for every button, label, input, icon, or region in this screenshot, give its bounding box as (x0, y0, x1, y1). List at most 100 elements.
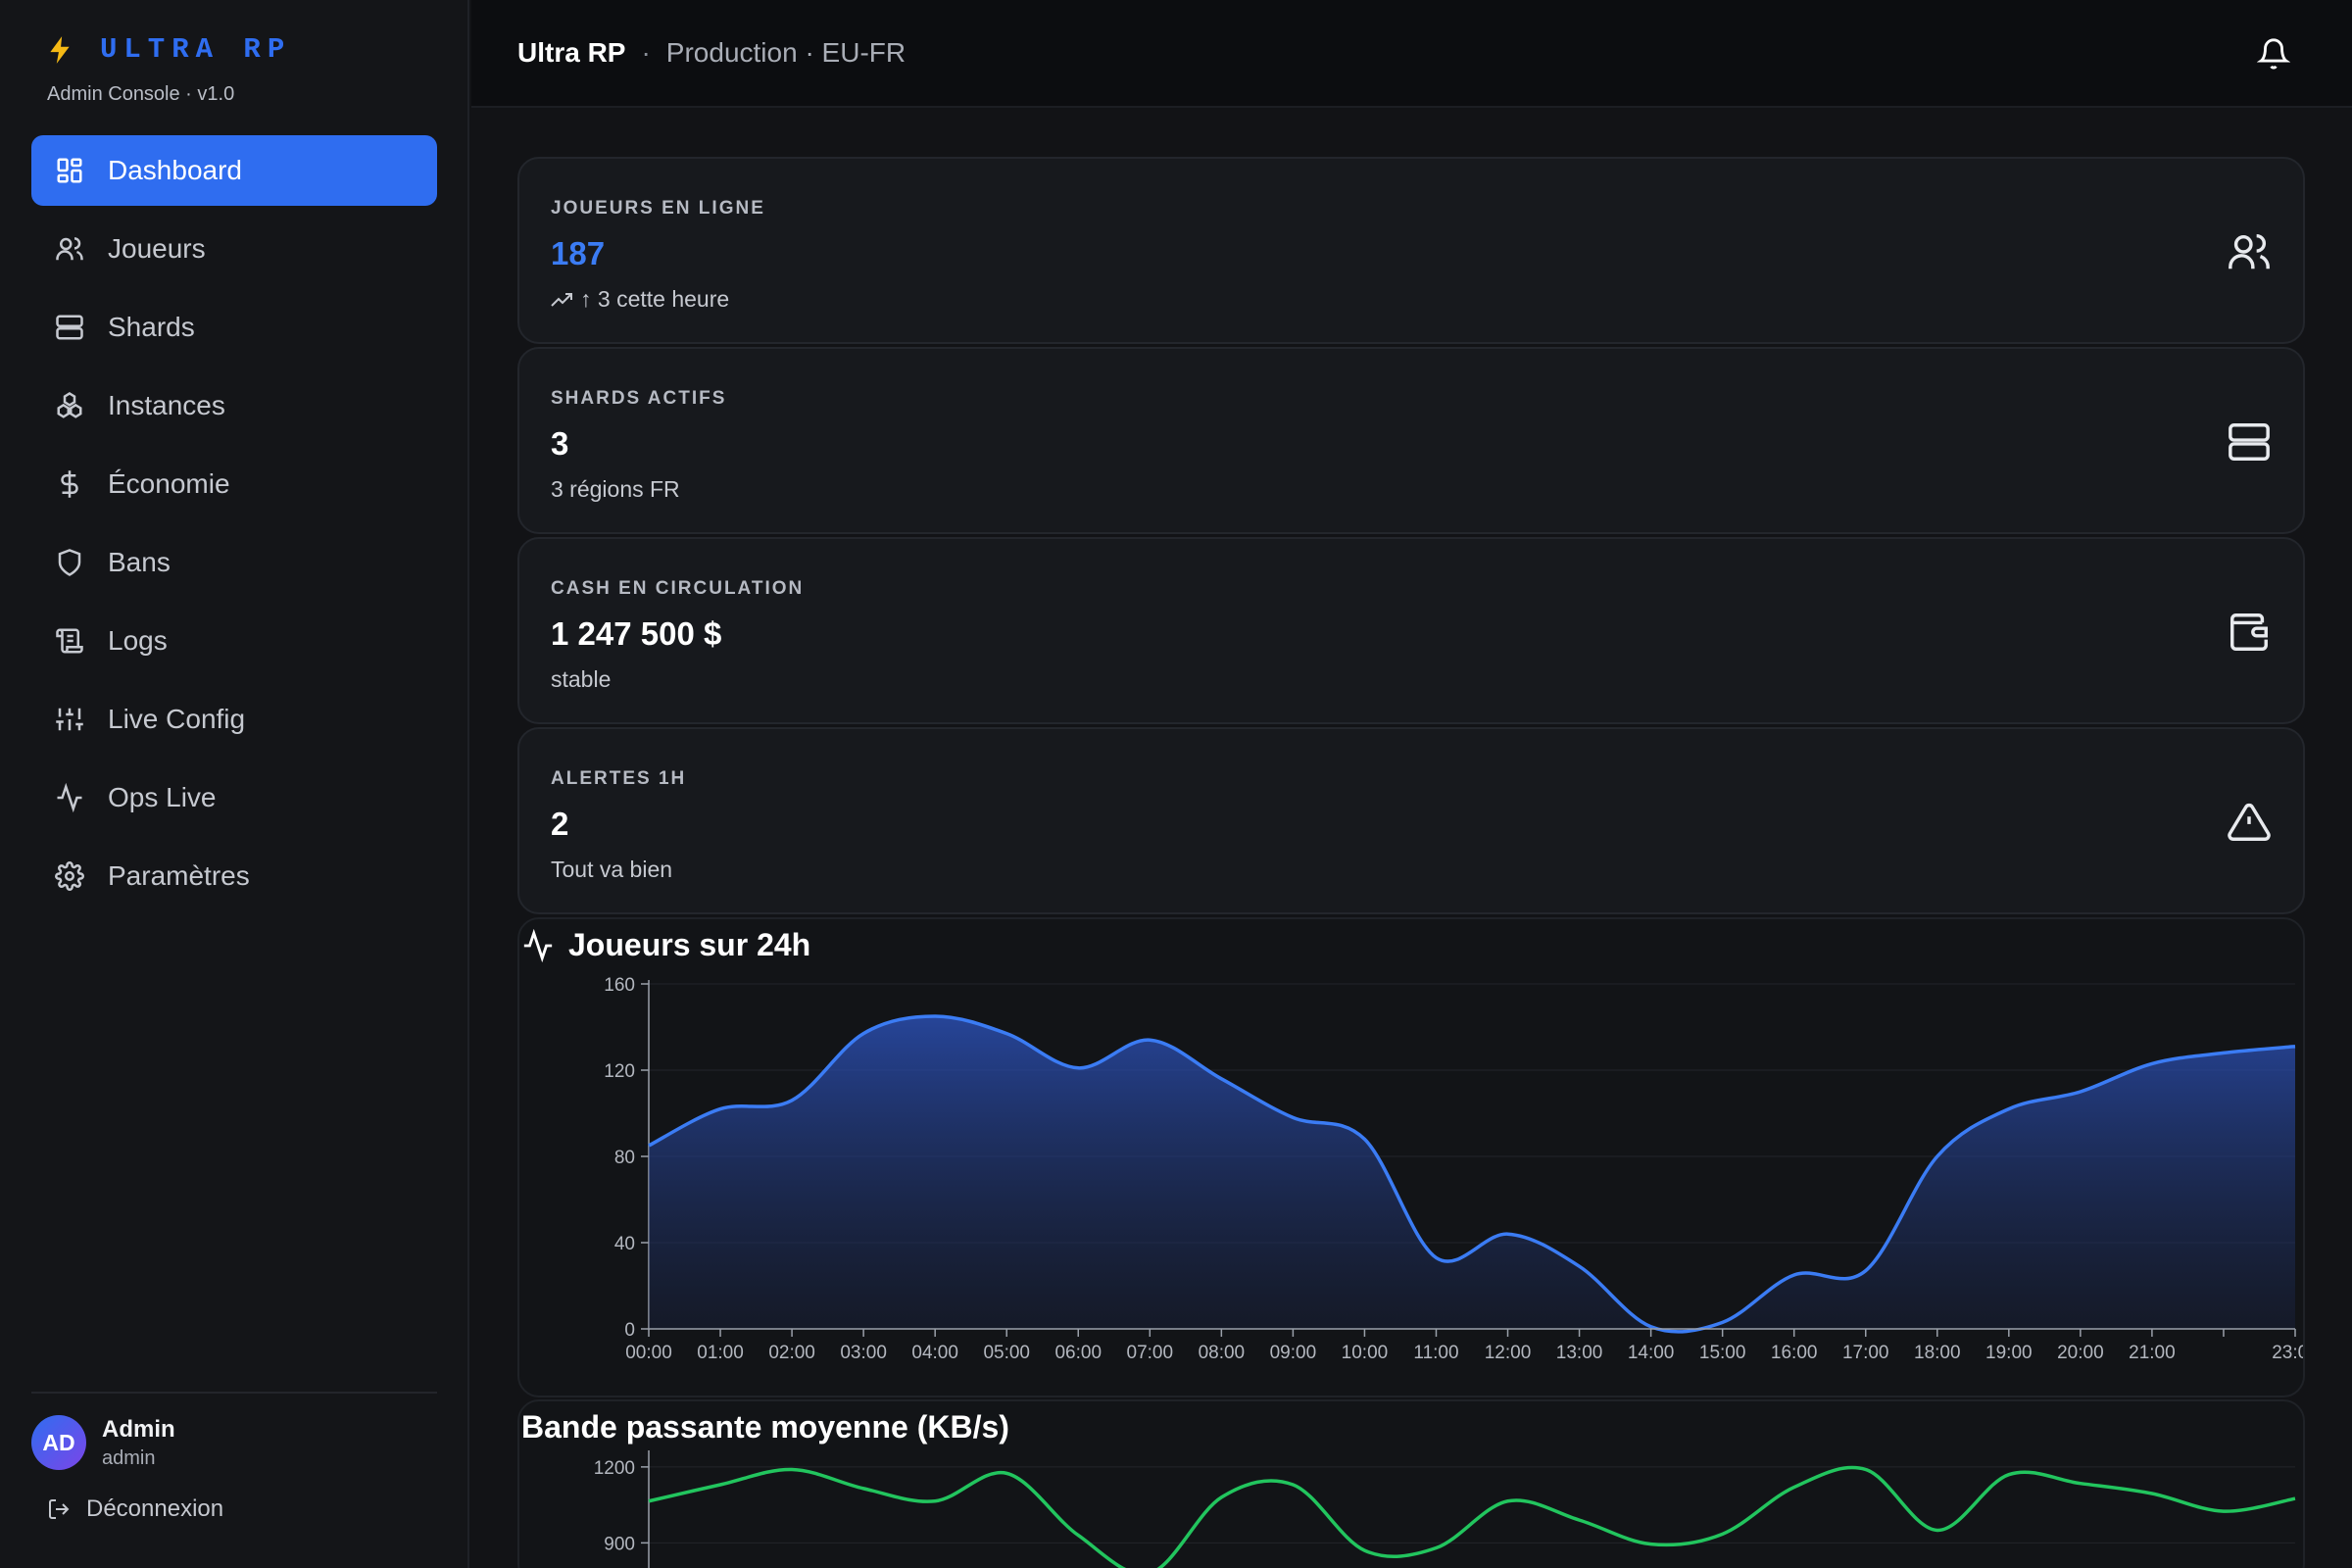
stat-value: 3 (551, 425, 569, 462)
players-area-chart: 0 40 80 120 160 00:00 01:00 02:00 03:00 04:00 05:0… (604, 975, 2305, 1363)
alert-triangle-icon (2228, 804, 2271, 841)
logout-icon (49, 1499, 70, 1519)
players-chart-panel: 0 40 80 120 160 00:00 01:00 02:00 03:00 04:00 05:0… (517, 917, 2305, 1397)
chart-title: Bande passante moyenne (KB/s) (521, 1409, 1009, 1446)
y-tick-label: 160 (604, 975, 635, 996)
activity-icon (57, 783, 82, 812)
stat-sub: stable (551, 666, 611, 693)
stat-sub: 3 régions FR (551, 476, 680, 503)
activity-icon (523, 928, 553, 962)
brand-name: ULTRA RP (100, 33, 292, 66)
bell-icon[interactable] (2257, 35, 2290, 73)
header-separator: · (641, 37, 651, 68)
stat-value: 1 247 500 $ (551, 615, 722, 652)
settings-icon (55, 861, 84, 891)
x-tick-label: 02:00 (768, 1343, 815, 1363)
y-tick-label: 40 (614, 1234, 635, 1254)
sidebar-nav: Dashboard Joueurs Shards Instances (31, 135, 437, 919)
sidebar-divider (31, 1392, 437, 1394)
stat-value: 2 (551, 806, 569, 842)
x-tick-label: 19:00 (1985, 1343, 2033, 1363)
sidebar-item-parametres[interactable]: Paramètres (31, 841, 437, 911)
dashboard-grid-icon (57, 158, 82, 183)
x-tick-label: 00:00 (625, 1343, 672, 1363)
users-icon (56, 237, 83, 261)
boxes-icon (57, 392, 82, 418)
stat-sub-text: 3 régions FR (551, 476, 680, 502)
wallet-icon (2230, 613, 2268, 651)
x-tick-label: 05:00 (983, 1343, 1030, 1363)
sidebar-item-economie[interactable]: Économie (31, 449, 437, 519)
stat-sub: ↑ 3 cette heure (551, 286, 729, 313)
stat-label: SHARDS ACTIFS (551, 388, 727, 409)
chart-title-text: Bande passante moyenne (KB/s) (521, 1409, 1009, 1445)
user-profile: AD Admin admin (31, 1415, 175, 1470)
sidebar-item-shards[interactable]: Shards (31, 292, 437, 363)
stat-label: ALERTES 1H (551, 768, 687, 789)
user-role: admin (102, 1446, 156, 1469)
sidebar-item-label: Bans (108, 547, 171, 577)
header-title: Ultra RP (517, 37, 626, 68)
x-tick-label: 11:00 (1413, 1343, 1458, 1363)
sidebar-item-label: Ops Live (108, 782, 217, 812)
stat-sub-text: Tout va bien (551, 857, 673, 882)
x-tick-label: 13:00 (1556, 1343, 1603, 1363)
logout-label: Déconnexion (86, 1495, 224, 1522)
sidebar-item-label: Shards (108, 312, 195, 342)
sliders-icon (56, 708, 83, 731)
sidebar-item-label: Joueurs (108, 233, 206, 264)
sidebar-item-instances[interactable]: Instances (31, 370, 437, 441)
series-area (649, 1016, 2295, 1332)
y-tick-label: 80 (614, 1148, 635, 1168)
y-tick-label: 1200 (594, 1458, 635, 1479)
sidebar-item-label: Économie (108, 468, 230, 499)
x-tick-label: 10:00 (1342, 1343, 1389, 1363)
trending-up-icon (551, 292, 572, 307)
x-tick-label: 16:00 (1771, 1343, 1818, 1363)
bandwidth-chart-panel: 900 1200 Bande passante moyenne (KB/s) (517, 1399, 2305, 1568)
x-tick-label: 07:00 (1127, 1343, 1174, 1363)
sidebar-item-logs[interactable]: Logs (31, 606, 437, 676)
user-name: Admin (102, 1415, 175, 1443)
x-tick-label: 09:00 (1270, 1343, 1317, 1363)
x-tick-label: 15:00 (1699, 1343, 1746, 1363)
shield-icon (58, 549, 81, 576)
sidebar-item-label: Logs (108, 625, 168, 656)
lightning-bolt-icon (50, 35, 70, 64)
stat-sub: Tout va bien (551, 857, 672, 883)
x-tick-label: 21:00 (2129, 1343, 2176, 1363)
users-icon (2229, 233, 2270, 270)
header-environment: Production · EU-FR (665, 37, 906, 68)
x-tick-label: 20:00 (2057, 1343, 2104, 1363)
x-tick-label: 23:00 (2272, 1343, 2305, 1363)
stat-card-active-shards: SHARDS ACTIFS 3 3 régions FR (517, 347, 2305, 534)
x-tick-label: 01:00 (697, 1343, 744, 1363)
x-tick-label: 18:00 (1914, 1343, 1961, 1363)
sidebar-item-bans[interactable]: Bans (31, 527, 437, 598)
x-tick-label: 04:00 (911, 1343, 958, 1363)
sidebar-item-label: Instances (108, 390, 225, 420)
avatar: AD (31, 1415, 86, 1470)
stat-label: CASH EN CIRCULATION (551, 578, 805, 599)
sidebar: ULTRA RP Admin Console · v1.0 Dashboard … (0, 0, 469, 1568)
brand: ULTRA RP Admin Console · v1.0 (47, 33, 291, 106)
sidebar-item-joueurs[interactable]: Joueurs (31, 214, 437, 284)
top-header: Ultra RP · Production · EU-FR (471, 0, 2352, 108)
series-line (648, 1465, 2296, 1568)
x-tick-label: 17:00 (1842, 1343, 1889, 1363)
x-tick-label: 12:00 (1485, 1343, 1532, 1363)
series-line (648, 1014, 2296, 1334)
sidebar-item-live-config[interactable]: Live Config (31, 684, 437, 755)
y-tick-label: 900 (604, 1534, 635, 1554)
stat-card-cash: CASH EN CIRCULATION 1 247 500 $ stable (517, 537, 2305, 724)
chart-title: Joueurs sur 24h (521, 927, 810, 963)
bandwidth-line-chart: 900 1200 (594, 1450, 2296, 1568)
sidebar-item-dashboard[interactable]: Dashboard (31, 135, 437, 206)
stat-card-alerts: ALERTES 1H 2 Tout va bien (517, 727, 2305, 914)
y-tick-label: 120 (604, 1061, 635, 1082)
logout-button[interactable]: Déconnexion (47, 1495, 223, 1523)
stat-value: 187 (551, 235, 606, 271)
y-tick-label: 0 (624, 1320, 635, 1341)
chart-title-text: Joueurs sur 24h (568, 927, 811, 962)
sidebar-item-ops-live[interactable]: Ops Live (31, 762, 437, 833)
